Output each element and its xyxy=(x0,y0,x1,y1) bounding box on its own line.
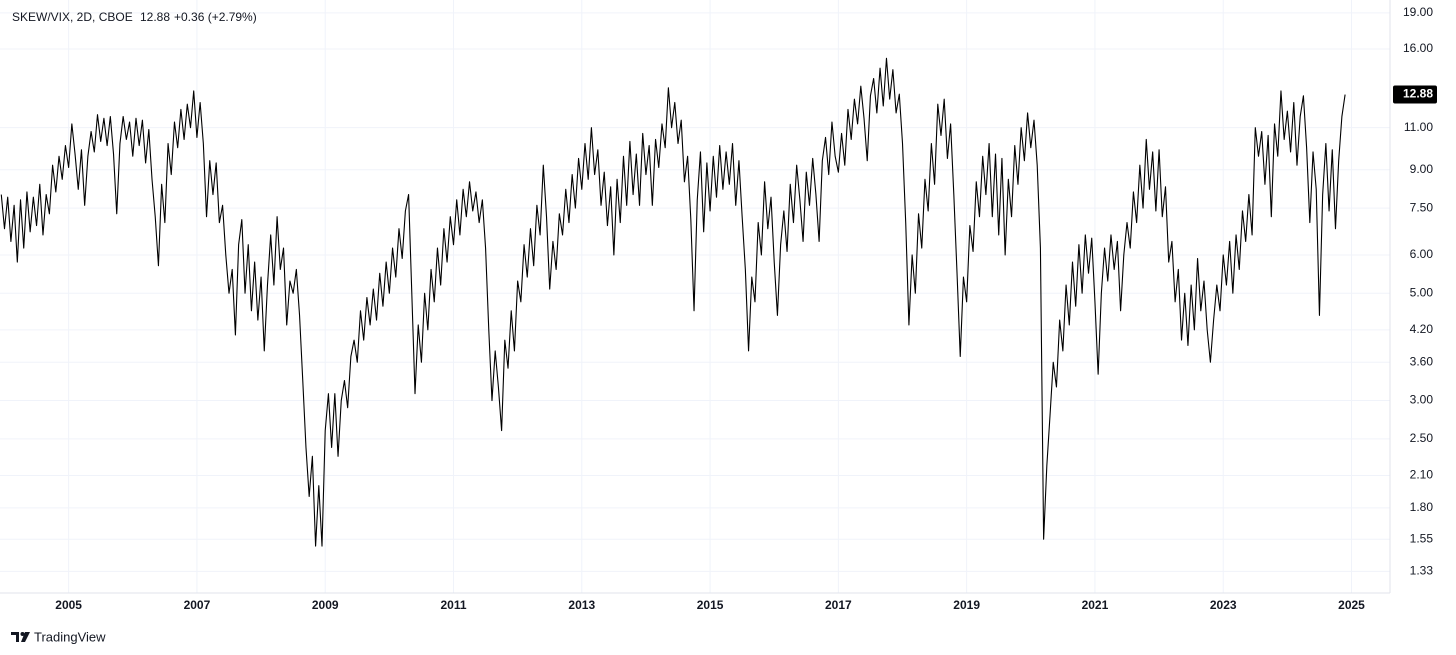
y-tick-label: 1.80 xyxy=(1410,500,1434,514)
y-tick-label: 2.10 xyxy=(1410,468,1434,482)
y-tick-label: 3.60 xyxy=(1410,354,1434,368)
last-price-badge xyxy=(1393,85,1437,104)
y-tick-label: 7.50 xyxy=(1410,200,1434,214)
x-tick-label: 2019 xyxy=(953,598,980,612)
y-tick-label: 1.33 xyxy=(1410,564,1434,578)
x-tick-label: 2005 xyxy=(55,598,82,612)
x-tick-label: 2023 xyxy=(1210,598,1237,612)
y-tick-label: 11.00 xyxy=(1404,120,1433,134)
axis-labels: 1.33 1.55 1.80 2.10 2.50 3.00 3.60 4.20 5.00 6.00… xyxy=(55,5,1437,612)
x-tick-label: 2009 xyxy=(312,598,339,612)
y-tick-label: 4.20 xyxy=(1410,322,1434,336)
x-tick-label: 2017 xyxy=(825,598,852,612)
y-tick-label: 16.00 xyxy=(1403,41,1433,55)
grid xyxy=(0,0,1390,593)
x-tick-label: 2021 xyxy=(1082,598,1109,612)
brand-logo xyxy=(11,632,30,642)
last-value: 12.88 xyxy=(140,10,170,24)
y-tick-label: 6.00 xyxy=(1410,247,1434,261)
x-tick-label: 2011 xyxy=(440,598,466,612)
y-tick-label: 2.50 xyxy=(1410,431,1434,445)
x-tick-label: 2025 xyxy=(1338,598,1365,612)
y-tick-label: 1.55 xyxy=(1410,531,1434,545)
y-tick-label: 19.00 xyxy=(1403,5,1433,19)
plot xyxy=(0,57,1346,547)
brand-name: TradingView xyxy=(34,629,106,644)
last-price-label: 12.88 xyxy=(1403,87,1433,101)
y-tick-label: 5.00 xyxy=(1410,285,1434,299)
x-tick-label: 2007 xyxy=(184,598,211,612)
y-tick-label: 3.00 xyxy=(1410,393,1434,407)
change: +0.36 (+2.79%) xyxy=(174,10,257,24)
x-tick-label: 2015 xyxy=(697,598,724,612)
price-line xyxy=(0,57,1346,547)
y-tick-label: 9.00 xyxy=(1410,162,1434,176)
symbol-title: SKEW/VIX, 2D, CBOE xyxy=(12,10,133,24)
x-tick-label: 2013 xyxy=(568,598,595,612)
